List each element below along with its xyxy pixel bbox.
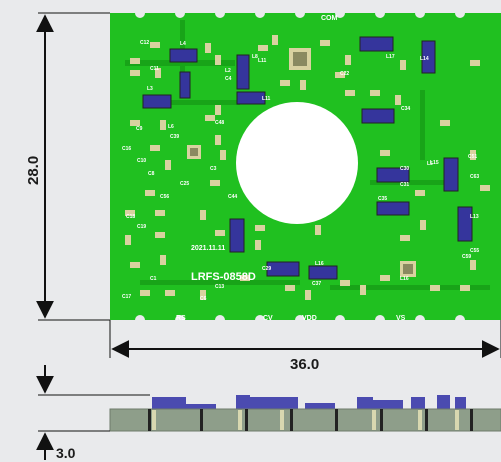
refdes-label: C48	[215, 120, 224, 126]
refdes-label: L13	[470, 214, 479, 220]
refdes-label: C31	[400, 182, 409, 188]
refdes-label: L2	[225, 68, 231, 74]
refdes-label: C35	[378, 196, 387, 202]
pin-label-vs: VS	[396, 315, 406, 322]
refdes-label: C63	[470, 174, 479, 180]
pin-label-com: COM	[321, 15, 338, 22]
refdes-labels: C12 L4 L11 C11 L2 L3 C9 L6 C10 L11 C3 C17 L8 C8 C13 L14…	[122, 40, 479, 302]
pcb-top-view: 2021.11.11 LRFS-0858D COM RS CV VDD VS C…	[110, 8, 501, 325]
refdes-label: C16	[122, 146, 131, 152]
pcb-side-view	[109, 395, 501, 432]
width-value: 36.0	[290, 356, 319, 373]
refdes-label: C8	[148, 171, 155, 177]
refdes-label: C4	[225, 76, 232, 82]
height-value: 28.0	[25, 156, 42, 185]
side-board	[109, 408, 501, 432]
refdes-label: L16	[400, 276, 409, 282]
refdes-label: C19	[137, 224, 146, 230]
refdes-label: L5	[427, 161, 433, 167]
refdes-label: C1	[150, 276, 157, 282]
refdes-label: L15	[430, 160, 439, 166]
refdes-label: C59	[462, 254, 471, 260]
pin-label-cv: CV	[263, 315, 273, 322]
refdes-label: C22	[340, 71, 349, 77]
refdes-label: C11	[150, 66, 159, 72]
height-dimension: 28.0	[25, 12, 110, 321]
refdes-label: C9	[136, 126, 143, 132]
refdes-label: C37	[312, 281, 321, 287]
ic-chip-top	[289, 48, 311, 70]
side-components	[152, 395, 466, 409]
pcb-date: 2021.11.11	[191, 245, 225, 252]
mounting-hole	[236, 102, 358, 224]
silkscreen-text: 2021.11.11 LRFS-0858D COM RS CV VDD VS	[176, 15, 406, 322]
ic-chip-right	[400, 261, 416, 277]
refdes-label: L17	[386, 54, 395, 60]
refdes-label: C34	[401, 106, 410, 112]
refdes-label: C56	[160, 194, 169, 200]
refdes-label: L14	[420, 56, 429, 62]
refdes-label: L4	[180, 41, 186, 47]
pin-label-rs: RS	[176, 315, 186, 322]
refdes-label: C29	[262, 266, 271, 272]
thickness-dimension: 3.0	[36, 365, 150, 461]
refdes-label: L8	[252, 54, 258, 60]
refdes-label: C17	[122, 294, 131, 300]
refdes-label: C3	[210, 166, 217, 172]
refdes-label: C12	[140, 40, 149, 46]
side-pads	[152, 410, 459, 430]
refdes-label: C51	[468, 154, 477, 160]
refdes-label: C6	[200, 296, 207, 302]
refdes-label: C25	[180, 181, 189, 187]
refdes-label: C44	[228, 194, 237, 200]
pin-label-vdd: VDD	[302, 315, 317, 322]
side-castellations	[148, 409, 473, 431]
refdes-label: C10	[137, 158, 146, 164]
refdes-label: L11	[262, 96, 271, 102]
refdes-label: L6	[168, 124, 174, 130]
inductor-components	[142, 36, 473, 280]
refdes-label: C55	[470, 248, 479, 254]
width-dimension: 36.0	[109, 320, 501, 373]
castellation-holes	[135, 8, 465, 325]
thickness-value: 3.0	[56, 445, 76, 461]
refdes-label: L11	[258, 58, 267, 64]
refdes-label: L3	[147, 86, 153, 92]
refdes-label: C18	[126, 214, 135, 220]
ic-chip-left	[187, 145, 201, 159]
passive-pads	[125, 35, 490, 300]
pcb-model: LRFS-0858D	[191, 271, 256, 283]
refdes-label: C13	[215, 284, 224, 290]
refdes-label: C39	[170, 134, 179, 140]
refdes-label: L16	[315, 261, 324, 267]
refdes-label: C30	[400, 166, 409, 172]
